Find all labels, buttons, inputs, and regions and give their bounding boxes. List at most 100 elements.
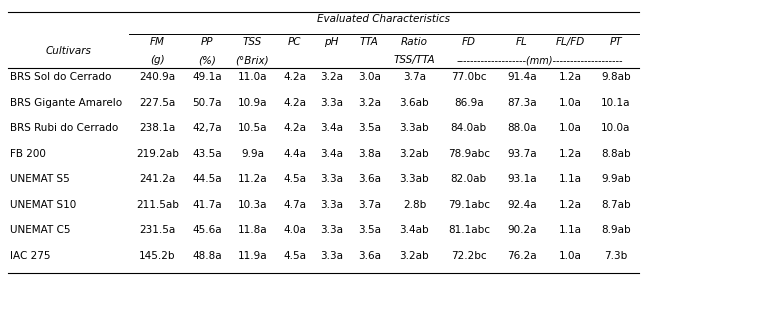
Text: 92.4a: 92.4a — [507, 200, 537, 210]
Text: FL/FD: FL/FD — [555, 37, 584, 47]
Text: 3.7a: 3.7a — [358, 200, 381, 210]
Text: 72.2bc: 72.2bc — [451, 251, 486, 261]
Text: 44.5a: 44.5a — [192, 174, 222, 184]
Text: 11.9a: 11.9a — [237, 251, 267, 261]
Text: FD: FD — [462, 37, 476, 47]
Text: 3.6a: 3.6a — [358, 174, 381, 184]
Text: 81.1abc: 81.1abc — [448, 225, 489, 235]
Text: 3.3ab: 3.3ab — [400, 123, 429, 133]
Text: 82.0ab: 82.0ab — [450, 174, 487, 184]
Text: 3.2a: 3.2a — [358, 98, 381, 108]
Text: 3.6a: 3.6a — [358, 251, 381, 261]
Text: UNEMAT S5: UNEMAT S5 — [10, 174, 70, 184]
Text: 43.5a: 43.5a — [192, 149, 222, 159]
Text: 10.9a: 10.9a — [237, 98, 267, 108]
Text: 3.4a: 3.4a — [320, 123, 343, 133]
Text: 1.0a: 1.0a — [558, 98, 581, 108]
Text: 219.2ab: 219.2ab — [136, 149, 178, 159]
Text: 1.1a: 1.1a — [558, 225, 581, 235]
Text: 240.9a: 240.9a — [139, 72, 175, 82]
Text: 10.3a: 10.3a — [237, 200, 267, 210]
Text: 3.6ab: 3.6ab — [400, 98, 429, 108]
Text: 231.5a: 231.5a — [139, 225, 175, 235]
Text: 11.8a: 11.8a — [237, 225, 267, 235]
Text: 3.4ab: 3.4ab — [400, 225, 429, 235]
Text: 87.3a: 87.3a — [507, 98, 537, 108]
Text: FM: FM — [150, 37, 165, 47]
Text: TTA: TTA — [360, 37, 378, 47]
Text: 3.8a: 3.8a — [358, 149, 381, 159]
Text: 3.2a: 3.2a — [320, 72, 343, 82]
Text: 90.2a: 90.2a — [507, 225, 537, 235]
Text: 1.2a: 1.2a — [558, 200, 581, 210]
Text: 11.0a: 11.0a — [237, 72, 267, 82]
Text: 238.1a: 238.1a — [139, 123, 175, 133]
Text: BRS Rubi do Cerrado: BRS Rubi do Cerrado — [10, 123, 118, 133]
Text: 4.2a: 4.2a — [283, 72, 306, 82]
Text: FB 200: FB 200 — [10, 149, 46, 159]
Text: 1.0a: 1.0a — [558, 123, 581, 133]
Text: --------------------(mm)--------------------: --------------------(mm)----------------… — [457, 55, 623, 65]
Text: 3.3a: 3.3a — [320, 251, 343, 261]
Text: (°Brix): (°Brix) — [236, 55, 269, 65]
Text: 3.4a: 3.4a — [320, 149, 343, 159]
Text: 3.3a: 3.3a — [320, 174, 343, 184]
Text: Evaluated Characteristics: Evaluated Characteristics — [317, 14, 450, 24]
Text: Cultivars: Cultivars — [45, 46, 91, 56]
Text: 241.2a: 241.2a — [139, 174, 175, 184]
Text: PP: PP — [201, 37, 214, 47]
Text: 3.2ab: 3.2ab — [400, 149, 429, 159]
Text: 11.2a: 11.2a — [237, 174, 267, 184]
Text: (%): (%) — [198, 55, 216, 65]
Text: 1.0a: 1.0a — [558, 251, 581, 261]
Text: 91.4a: 91.4a — [507, 72, 537, 82]
Text: 3.0a: 3.0a — [358, 72, 381, 82]
Text: 3.3ab: 3.3ab — [400, 174, 429, 184]
Text: 3.3a: 3.3a — [320, 200, 343, 210]
Text: FL: FL — [516, 37, 528, 47]
Text: 1.1a: 1.1a — [558, 174, 581, 184]
Text: pH: pH — [325, 37, 339, 47]
Text: BRS Gigante Amarelo: BRS Gigante Amarelo — [10, 98, 122, 108]
Text: 1.2a: 1.2a — [558, 72, 581, 82]
Text: UNEMAT S10: UNEMAT S10 — [10, 200, 76, 210]
Text: 227.5a: 227.5a — [139, 98, 175, 108]
Text: BRS Sol do Cerrado: BRS Sol do Cerrado — [10, 72, 111, 82]
Text: 7.3b: 7.3b — [604, 251, 627, 261]
Text: 10.5a: 10.5a — [237, 123, 267, 133]
Text: Ratio: Ratio — [401, 37, 428, 47]
Text: 1.2a: 1.2a — [558, 149, 581, 159]
Text: 3.2ab: 3.2ab — [400, 251, 429, 261]
Text: 3.3a: 3.3a — [320, 225, 343, 235]
Text: 42,7a: 42,7a — [192, 123, 222, 133]
Text: (g): (g) — [150, 55, 165, 65]
Text: 48.8a: 48.8a — [192, 251, 222, 261]
Text: 3.3a: 3.3a — [320, 98, 343, 108]
Text: PC: PC — [288, 37, 302, 47]
Text: 4.5a: 4.5a — [283, 174, 306, 184]
Text: 77.0bc: 77.0bc — [451, 72, 486, 82]
Text: 3.7a: 3.7a — [403, 72, 426, 82]
Text: 4.4a: 4.4a — [283, 149, 306, 159]
Text: 4.5a: 4.5a — [283, 251, 306, 261]
Text: 76.2a: 76.2a — [507, 251, 537, 261]
Text: 93.7a: 93.7a — [507, 149, 537, 159]
Text: 78.9abc: 78.9abc — [448, 149, 489, 159]
Text: 9.9a: 9.9a — [241, 149, 264, 159]
Text: TSS/TTA: TSS/TTA — [394, 55, 435, 65]
Text: 8.8ab: 8.8ab — [601, 149, 630, 159]
Text: 3.5a: 3.5a — [358, 225, 381, 235]
Text: 4.2a: 4.2a — [283, 123, 306, 133]
Text: UNEMAT C5: UNEMAT C5 — [10, 225, 70, 235]
Text: 41.7a: 41.7a — [192, 200, 222, 210]
Text: 8.7ab: 8.7ab — [601, 200, 630, 210]
Text: 50.7a: 50.7a — [192, 98, 222, 108]
Text: 211.5ab: 211.5ab — [136, 200, 178, 210]
Text: 9.8ab: 9.8ab — [601, 72, 630, 82]
Text: 4.0a: 4.0a — [283, 225, 306, 235]
Text: 2.8b: 2.8b — [403, 200, 426, 210]
Text: 3.5a: 3.5a — [358, 123, 381, 133]
Text: 145.2b: 145.2b — [139, 251, 175, 261]
Text: 86.9a: 86.9a — [454, 98, 483, 108]
Text: 10.1a: 10.1a — [601, 98, 630, 108]
